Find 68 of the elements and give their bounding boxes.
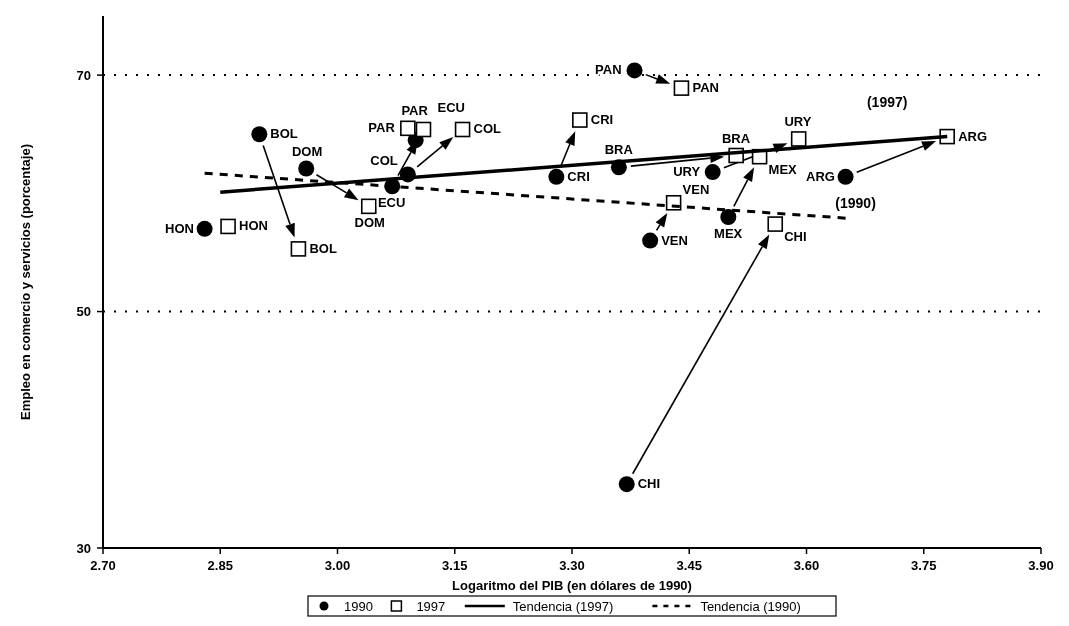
legend-label: Tendencia (1997) (512, 598, 614, 614)
point (837, 168, 854, 185)
point (642, 232, 659, 249)
y-tick-label: 50 (76, 304, 91, 320)
x-axis-title: Logaritmo del PIB (en dólares de 1990) (452, 578, 692, 593)
point (290, 241, 307, 257)
annotation: PAN (692, 80, 719, 96)
annotation: ECU (437, 100, 465, 116)
annotation: COL (370, 153, 398, 169)
legend-label: Tendencia (1990) (700, 598, 801, 614)
annotation: HON (165, 220, 195, 236)
point (673, 80, 690, 96)
annotation: BRA (604, 142, 634, 158)
point (298, 160, 315, 177)
annotation: (1997) (866, 93, 908, 110)
annotation: PAR (401, 103, 429, 119)
legend-label: 1990 (344, 598, 373, 614)
point (626, 62, 643, 79)
point (196, 220, 213, 237)
point (618, 476, 635, 493)
annotation: PAN (595, 62, 622, 78)
point (790, 131, 807, 147)
annotation: MEX (714, 225, 743, 241)
y-axis-title: Empleo en comercio y servicios (porcentaje) (18, 144, 33, 420)
x-tick-label: 3.45 (676, 558, 702, 573)
y-tick-label: 70 (76, 67, 91, 83)
annotation: URY (673, 164, 701, 180)
annotation: (1990) (835, 195, 876, 212)
annotation: URY (784, 113, 812, 129)
point (704, 164, 721, 181)
x-tick-label: 2.85 (207, 558, 233, 573)
annotation: VEN (661, 232, 688, 248)
point (548, 168, 565, 185)
annotation: DOM (291, 143, 323, 159)
annotation: CRI (590, 112, 614, 128)
annotation: VEN (682, 181, 710, 197)
annotation: BRA (721, 130, 751, 146)
annotation: MEX (768, 161, 798, 177)
point (400, 120, 416, 137)
point (360, 198, 377, 215)
point (767, 216, 784, 232)
point (454, 121, 471, 138)
point (220, 218, 236, 235)
point (415, 121, 432, 138)
annotation: CRI (567, 168, 590, 184)
x-tick-label: 3.60 (793, 558, 820, 573)
point (251, 126, 268, 143)
annotation: ARG (806, 168, 835, 184)
x-tick-label: 3.15 (442, 558, 468, 573)
annotation: ECU (377, 195, 406, 211)
annotation: HON (239, 218, 268, 234)
x-tick-label: 3.75 (911, 558, 937, 573)
annotation: DOM (354, 215, 385, 231)
x-tick-label: 3.90 (1028, 558, 1054, 573)
x-tick-label: 3.30 (559, 558, 585, 573)
point (572, 112, 588, 128)
x-tick-label: 2.70 (90, 558, 116, 573)
annotation: PAR (368, 120, 396, 136)
annotation: COL (473, 121, 502, 137)
annotation: BOL (270, 126, 298, 142)
legend-label: 1997 (416, 598, 446, 614)
point (720, 208, 737, 225)
annotation: BOL (309, 240, 337, 256)
annotation: ARG (958, 128, 988, 144)
annotation: CHI (637, 476, 661, 492)
x-tick-label: 3.00 (324, 558, 351, 573)
y-tick-label: 30 (76, 540, 91, 556)
annotation: CHI (784, 229, 807, 245)
